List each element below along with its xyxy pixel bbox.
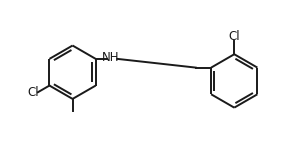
Text: Cl: Cl (228, 30, 240, 43)
Text: Cl: Cl (27, 86, 39, 99)
Text: NH: NH (102, 51, 120, 64)
